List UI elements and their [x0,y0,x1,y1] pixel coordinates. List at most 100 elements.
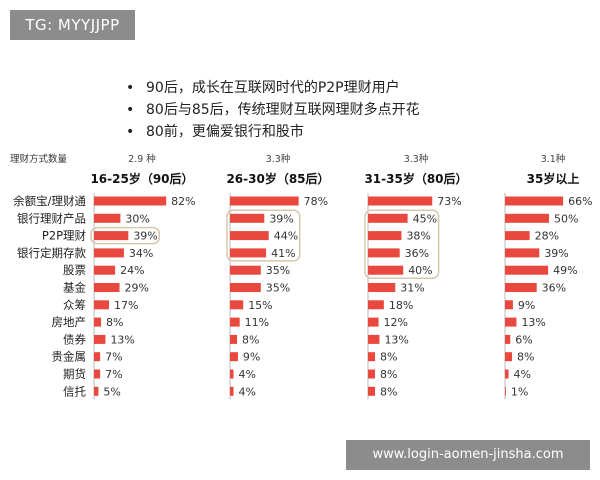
watermark-url: www.login-aomen-jinsha.com [346,440,590,470]
bar [230,231,269,241]
value-label: 35% [266,282,290,295]
method-count: 3.1种 [541,153,566,165]
bar [368,369,376,379]
value-label: 1% [511,385,528,398]
value-label: 13% [384,333,408,346]
value-label: 66% [568,195,592,208]
summary-bullets: 90后，成长在互联网时代的P2P理财用户 80后与85后，传统理财互联网理财多点… [122,78,420,144]
value-label: 24% [120,264,144,277]
value-label: 38% [406,230,430,243]
bar [505,334,511,344]
value-label: 35% [266,264,290,277]
value-label: 7% [105,351,122,364]
bar [368,248,400,258]
value-label: 7% [105,368,122,381]
bar [368,386,376,396]
category-label: 众筹 [63,298,86,312]
method-count: 2.9 种 [128,153,156,165]
value-label: 30% [125,212,149,225]
watermark-tag: TG: MYYJJPP [10,10,135,40]
category-label: P2P理财 [42,229,86,243]
bar [94,369,101,379]
value-label: 41% [271,247,295,260]
series-title: 31-35岁（80后） [364,171,467,186]
bar [368,196,433,206]
bar [505,317,517,327]
value-label: 4% [239,385,256,398]
bar [368,300,384,310]
value-label: 49% [553,264,577,277]
bar [368,213,408,223]
bar [505,248,540,258]
category-label: 贵金属 [52,350,87,364]
bar [505,369,509,379]
value-label: 82% [171,195,195,208]
bar [368,283,396,292]
value-label: 6% [515,333,532,346]
value-label: 12% [384,316,408,329]
method-count: 3.3种 [266,153,291,165]
bar [94,231,129,241]
bar [230,300,244,310]
value-label: 78% [304,195,328,208]
value-label: 9% [518,299,535,312]
highlight-box [90,226,161,245]
bullet-item: 80前，更偏爱银行和股市 [122,122,420,144]
value-label: 29% [125,282,149,295]
bar [230,334,238,344]
bar [94,352,101,362]
series-title: 26-30岁（85后） [226,171,329,186]
bar [94,334,106,344]
bar [368,265,404,275]
bar [230,317,240,327]
value-label: 8% [380,368,397,381]
bar [505,300,513,310]
category-label: 余额宝/理财通 [13,194,86,208]
bar [94,300,109,310]
value-label: 40% [408,264,432,277]
value-label: 8% [242,333,259,346]
bar [230,196,299,206]
value-label: 39% [269,212,293,225]
bar [505,265,549,275]
value-label: 17% [114,299,138,312]
bar [368,317,379,327]
bar [230,386,234,396]
bar [230,213,265,223]
category-label: 债券 [63,332,86,346]
bar [368,231,402,241]
value-label: 39% [133,230,157,243]
category-label: 银行理财产品 [17,211,86,225]
category-label: 股票 [63,263,86,277]
row-header: 理财方式数量 [10,153,68,165]
value-label: 8% [517,351,534,364]
bar [94,317,102,327]
value-label: 50% [554,212,578,225]
bullet-item: 80后与85后，传统理财互联网理财多点开花 [122,100,420,122]
value-label: 44% [274,230,298,243]
bar [230,248,267,258]
bar [94,283,120,292]
series-title: 16-25岁（90后） [90,171,193,186]
bar [230,283,261,292]
value-label: 31% [400,282,424,295]
value-label: 8% [380,351,397,364]
category-label: 信托 [63,384,86,398]
category-label: 基金 [63,281,86,295]
bar [505,386,506,396]
bar [505,231,530,241]
value-label: 36% [405,247,429,260]
category-label: 房地产 [52,315,87,329]
bar [94,386,99,396]
category-label: 银行定期存款 [17,246,86,260]
value-label: 28% [535,230,559,243]
value-label: 34% [129,247,153,260]
series-title: 35岁以上 [527,171,580,186]
bar [230,369,234,379]
value-label: 8% [106,316,123,329]
bar [230,265,261,275]
bar [505,213,549,223]
highlight-box [364,209,440,279]
value-label: 8% [380,385,397,398]
